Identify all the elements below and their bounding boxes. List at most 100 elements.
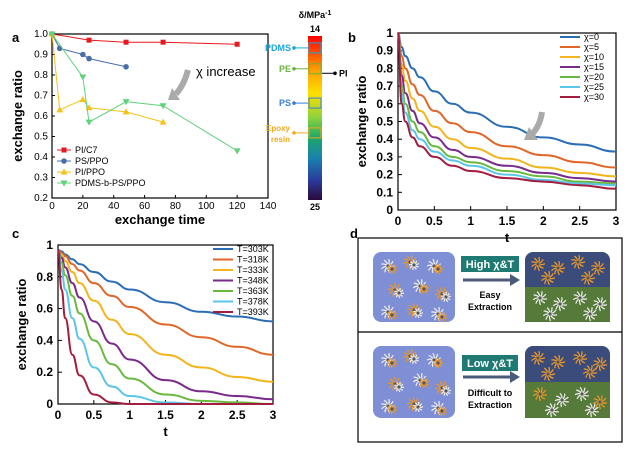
series-line-2: [397, 32, 617, 178]
panel-label-a: a: [12, 30, 20, 45]
y-tick-label: 1: [46, 238, 53, 252]
polymer-star: [552, 297, 568, 312]
data-point-triangle-up: [56, 106, 64, 113]
polymer-star: [412, 401, 424, 413]
polymer-star: [581, 270, 596, 286]
polymer-core: [444, 389, 448, 393]
annotation-chi-increase: χ increase: [196, 64, 256, 79]
y-tick-label: 0.2: [36, 365, 53, 379]
polymer-star: [432, 263, 444, 275]
series-line-2: [57, 248, 274, 383]
easy-text: Easy: [479, 290, 500, 300]
x-tick-label: 0: [55, 408, 62, 422]
y-tick-label: 0.3: [376, 150, 393, 164]
marker-box: [308, 97, 322, 109]
marker-label-epoxy-2: resin: [271, 135, 290, 144]
legend-label: T=333K: [237, 265, 269, 275]
polymer-core: [578, 356, 582, 360]
x-tick-label-a: 40: [108, 201, 120, 212]
x-tick-label: 2: [198, 408, 205, 422]
extraction-text-bottom: Extraction: [468, 400, 512, 410]
data-point-triangle-down: [60, 180, 68, 187]
low-label-bg: [462, 355, 518, 371]
polymer-core: [412, 308, 416, 312]
data-point-circle: [80, 51, 86, 58]
y-tick-label-a: 0.5: [34, 132, 48, 143]
series-line-0: [57, 248, 274, 323]
y-tick-label: 0.8: [376, 61, 393, 75]
data-point-circle: [61, 158, 67, 164]
data-point-triangle-down: [233, 148, 241, 155]
y-tick-label: 0.1: [376, 185, 393, 199]
polymer-star: [541, 270, 556, 286]
polymer-core: [588, 370, 592, 374]
series-line-a-2: [51, 33, 164, 123]
legend-label-a: PDMS-b-PS/PPO: [75, 178, 146, 188]
high-label: High χ&T: [466, 259, 515, 271]
x-tick-label-a: 140: [260, 201, 277, 212]
extraction-text-top: Extraction: [468, 302, 512, 312]
polymer-core: [556, 360, 560, 364]
data-point-triangle-up: [122, 108, 130, 115]
marker-box: [308, 42, 322, 54]
polymer-star: [412, 307, 424, 319]
polymer-star: [406, 302, 422, 318]
legend-label-a: PI/C7: [75, 145, 98, 155]
marker-dot: [292, 46, 296, 50]
polymer-core: [536, 262, 540, 266]
data-point-square: [160, 39, 166, 45]
polymer-star: [532, 291, 548, 306]
polymer-core: [397, 291, 401, 295]
polymer-core: [596, 266, 600, 270]
panel-b-arrow-shaft: [529, 111, 545, 137]
arrow-bottom-head: [510, 371, 520, 383]
y-tick-label: 0.5: [376, 115, 393, 129]
x-tick-label: 1: [467, 214, 474, 228]
polymer-star: [408, 353, 420, 365]
polymer-star: [436, 405, 447, 417]
polymer-star: [592, 297, 608, 312]
x-tick-label: 0.5: [426, 214, 443, 228]
marker-box: [308, 127, 322, 139]
polymer-star: [436, 311, 447, 323]
polymer-core: [390, 361, 394, 365]
legend-label: χ=5: [584, 42, 599, 52]
series-line-3: [397, 32, 617, 183]
polymer-core: [560, 398, 564, 402]
polymer-core: [440, 409, 444, 413]
data-point-circle: [86, 55, 92, 62]
polymer-core: [546, 276, 550, 280]
polymer-core: [416, 405, 420, 409]
polymer-core: [390, 407, 394, 411]
polymer-star: [582, 307, 598, 322]
y-tick-label-a: 0.7: [34, 91, 48, 102]
y-tick-label: 0: [386, 203, 393, 217]
polymer-star: [386, 263, 398, 275]
polymer-star: [571, 254, 586, 270]
polymer-star: [544, 402, 559, 418]
series-line-4: [397, 32, 617, 185]
polymer-core: [390, 267, 394, 271]
x-tick-label-a: 20: [77, 201, 89, 212]
increase-arrow-head: [168, 88, 180, 100]
polymer-core: [538, 392, 542, 396]
series-line-a-0: [51, 33, 238, 45]
polymer-star: [386, 309, 398, 321]
x-axis-label-a: exchange time: [115, 212, 205, 227]
increase-arrow-shaft: [173, 69, 191, 96]
polymer-core: [418, 378, 422, 382]
series-line-0: [397, 32, 617, 153]
polymer-star: [531, 256, 546, 272]
legend-label-a: PI/PPO: [75, 167, 105, 177]
polymer-star: [572, 291, 588, 306]
polymer-core: [576, 260, 580, 264]
x-tick-label: 1.5: [157, 408, 174, 422]
data-point-triangle-down: [79, 74, 87, 81]
polymer-core: [538, 296, 542, 300]
y-tick-label: 0.4: [376, 132, 393, 146]
polymer-star: [386, 403, 398, 415]
polymer-core: [444, 295, 448, 299]
polymer-core: [397, 385, 401, 389]
series-line-5: [397, 32, 617, 187]
